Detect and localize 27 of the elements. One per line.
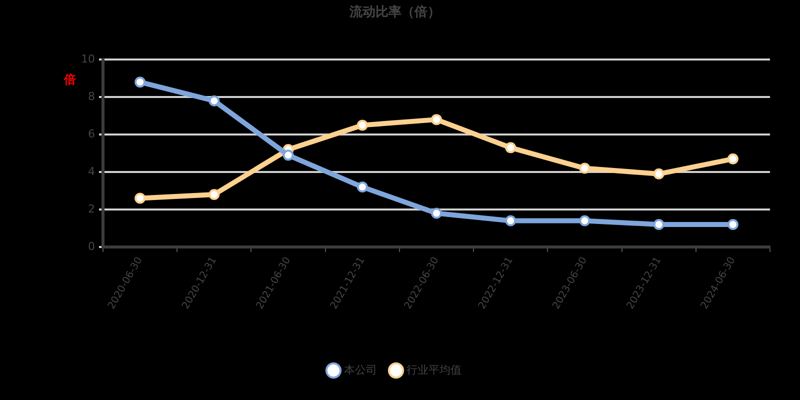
point [431, 114, 442, 126]
point [653, 219, 664, 230]
y-tick-label: 4 [88, 164, 95, 178]
y-tick-label: 2 [88, 202, 95, 216]
point [505, 215, 516, 226]
point [356, 182, 368, 193]
point [579, 162, 590, 174]
point [208, 95, 220, 106]
legend-label: 本公司 [344, 363, 377, 376]
y-tick-label: 10 [81, 52, 95, 66]
y-axis-title: 倍 [63, 72, 76, 87]
chart-title: 流动比率（倍） [348, 4, 440, 20]
y-tick-label: 0 [88, 240, 95, 253]
point [579, 215, 590, 226]
point [134, 76, 146, 88]
point [727, 219, 738, 230]
point [208, 189, 220, 200]
point [134, 192, 146, 204]
point [653, 168, 664, 180]
point [356, 120, 368, 131]
legend-label: 行业平均值 [406, 363, 462, 376]
point [282, 150, 294, 161]
point [727, 153, 738, 164]
point [431, 208, 442, 219]
point [505, 142, 516, 154]
y-tick-label: 8 [88, 90, 95, 103]
y-tick-label: 6 [88, 127, 95, 140]
